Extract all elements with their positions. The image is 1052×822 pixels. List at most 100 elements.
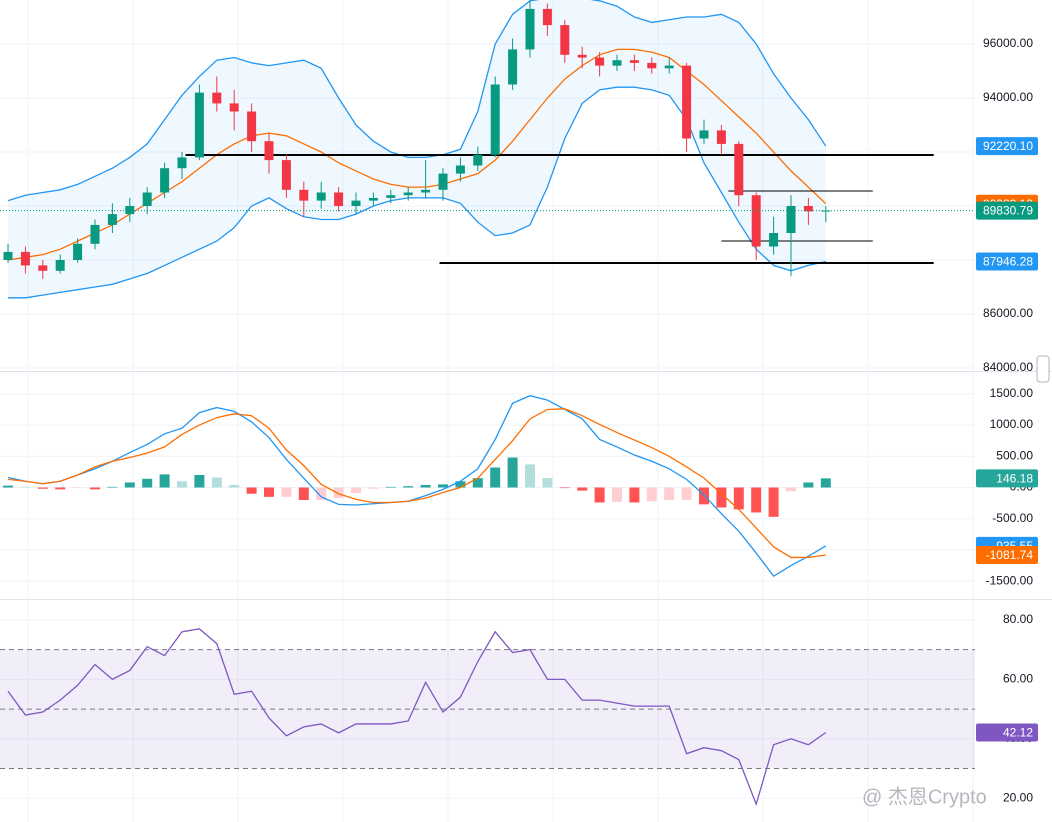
histogram-bar <box>385 486 396 488</box>
candle-body <box>421 189 431 193</box>
histogram-bar <box>716 487 727 508</box>
last-value-box <box>976 546 1038 565</box>
histogram-bar <box>646 487 657 502</box>
candle-body <box>664 65 674 69</box>
histogram-bar <box>507 457 518 488</box>
watermark: @ 杰恩Crypto <box>862 785 987 808</box>
indicator-line <box>7 0 827 202</box>
indicator-line <box>7 395 827 578</box>
histogram-bar <box>664 487 675 500</box>
candle-body <box>734 143 744 196</box>
y-tick-label: 84000.00 <box>983 360 1033 374</box>
histogram-bar <box>211 477 222 488</box>
histogram-bar <box>229 485 240 488</box>
histogram-bar <box>455 481 466 488</box>
candle-body <box>403 192 413 196</box>
candle-body <box>3 251 13 261</box>
histogram-bar <box>55 487 66 490</box>
y-tick-label: 94000.00 <box>983 90 1033 104</box>
y-tick-label: 500.00 <box>996 448 1033 462</box>
candle-body <box>455 165 465 174</box>
histogram-bar <box>559 487 570 489</box>
last-value-box <box>976 723 1038 742</box>
candle-body <box>160 168 170 193</box>
candle-body <box>647 62 657 69</box>
histogram-bar <box>194 475 205 488</box>
candle-body <box>125 206 135 215</box>
candle-body <box>229 103 239 112</box>
candle-body <box>716 130 726 144</box>
candle-body <box>55 260 65 271</box>
scroll-button[interactable] <box>1036 355 1050 383</box>
histogram-bar <box>577 487 588 491</box>
candle-body <box>264 141 274 161</box>
histogram-bar <box>159 474 170 488</box>
histogram-bar <box>72 487 83 489</box>
y-tick-label: 20.00 <box>1003 790 1033 804</box>
y-tick-label: 80.00 <box>1003 612 1033 626</box>
candle-body <box>177 157 187 169</box>
y-tick-label: 96000.00 <box>983 36 1033 50</box>
candle-body <box>751 195 761 247</box>
histogram-bar <box>3 485 13 488</box>
candle-body <box>142 192 152 207</box>
histogram-bar <box>351 487 361 494</box>
last-value-box <box>976 201 1038 220</box>
y-tick-label: 60.00 <box>1003 672 1033 686</box>
histogram-bar <box>629 487 640 503</box>
histogram-bar <box>751 487 762 513</box>
histogram-bar <box>368 487 379 489</box>
candle-body <box>595 57 605 66</box>
band-fill <box>8 0 826 298</box>
candle-body <box>247 111 257 142</box>
candle-body <box>281 160 291 190</box>
candle-body <box>368 197 378 201</box>
candle-body <box>212 92 222 104</box>
last-value-label: 87946.28 <box>983 255 1033 269</box>
candle-body <box>38 265 48 271</box>
candle-body <box>473 154 483 166</box>
last-value-box <box>976 137 1038 156</box>
candle-body <box>786 206 796 234</box>
candle-body <box>577 54 587 58</box>
candle-body <box>73 243 83 261</box>
histogram-bar <box>37 487 48 489</box>
histogram-bar <box>281 487 292 497</box>
last-value-label: 92220.10 <box>983 139 1033 153</box>
candle-body <box>525 8 535 50</box>
indicator-line <box>7 628 827 807</box>
histogram-bar <box>420 485 431 488</box>
histogram-bar <box>542 478 553 488</box>
histogram-bar <box>403 486 414 488</box>
candle-body <box>542 8 552 26</box>
candle-body <box>194 92 204 158</box>
histogram-bar <box>438 484 448 488</box>
candle-body <box>769 233 779 247</box>
candle-body <box>490 84 500 155</box>
candle-body <box>508 49 518 85</box>
histogram-bar <box>264 487 274 497</box>
candle-body <box>351 200 361 207</box>
histogram-bar <box>316 487 327 500</box>
histogram-bar <box>490 467 501 488</box>
candle-body <box>612 60 622 66</box>
candle-body <box>699 130 709 139</box>
last-value-label: 146.18 <box>996 472 1033 486</box>
candle-body <box>803 206 813 212</box>
candle-body <box>629 60 639 63</box>
last-value-label: 89830.79 <box>983 204 1033 218</box>
histogram-bar <box>246 487 257 494</box>
histogram-bar <box>107 486 118 488</box>
histogram-bar <box>768 487 779 517</box>
histogram-bar <box>142 478 153 488</box>
candle-body <box>682 65 692 139</box>
histogram-bar <box>594 487 605 503</box>
histogram-bar <box>820 478 831 488</box>
histogram-bar <box>298 487 309 500</box>
y-tick-label: 1500.00 <box>990 386 1034 400</box>
histogram-bar <box>525 464 535 488</box>
indicator-line <box>7 408 826 559</box>
histogram-bar <box>733 487 744 510</box>
histogram-bar <box>177 481 187 488</box>
